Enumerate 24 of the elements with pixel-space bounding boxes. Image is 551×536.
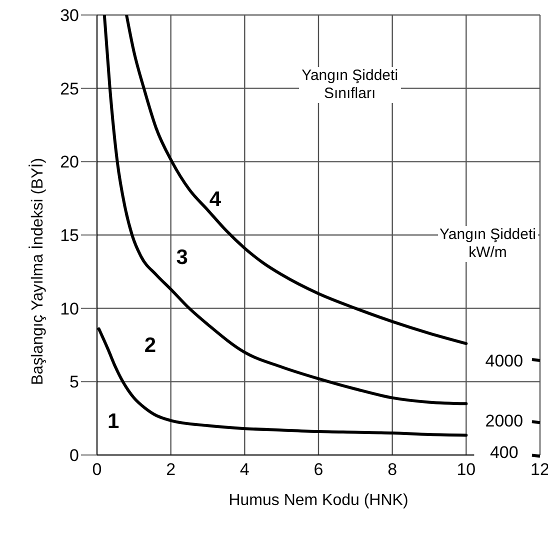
legend-label: 4000 bbox=[485, 352, 524, 371]
y-tick-label: 5 bbox=[70, 372, 79, 392]
legend-label: 2000 bbox=[485, 412, 524, 431]
x-tick-label: 4 bbox=[240, 460, 250, 480]
x-tick-label: 2 bbox=[166, 460, 176, 480]
y-axis-title: Başlangıç Yayılma İndeksi (BYİ) bbox=[28, 158, 47, 385]
x-tick-label: 0 bbox=[92, 460, 102, 480]
annotation: Yangın Şiddeti Sınıfları bbox=[298, 67, 402, 103]
y-tick-label: 10 bbox=[60, 299, 79, 318]
y-tick-label: 20 bbox=[60, 152, 79, 172]
y-tick-label: 0 bbox=[70, 446, 79, 466]
legend-label: 400 bbox=[490, 443, 518, 462]
x-tick-label: 8 bbox=[388, 460, 398, 480]
y-tick-label: 15 bbox=[60, 226, 79, 246]
annotation: 1 bbox=[108, 410, 120, 433]
legend-title: Yangın Şiddeti kW/m bbox=[438, 226, 538, 262]
x-axis-title: Humus Nem Kodu (HNK) bbox=[228, 492, 408, 509]
annotation: 3 bbox=[176, 246, 188, 270]
y-tick-label: 25 bbox=[60, 79, 79, 98]
x-tick-label: 6 bbox=[314, 460, 324, 480]
y-tick-label: 30 bbox=[60, 6, 79, 26]
annotation: 2 bbox=[144, 334, 156, 358]
x-tick-label: 10 bbox=[456, 460, 476, 480]
annotation: 4 bbox=[209, 188, 222, 211]
